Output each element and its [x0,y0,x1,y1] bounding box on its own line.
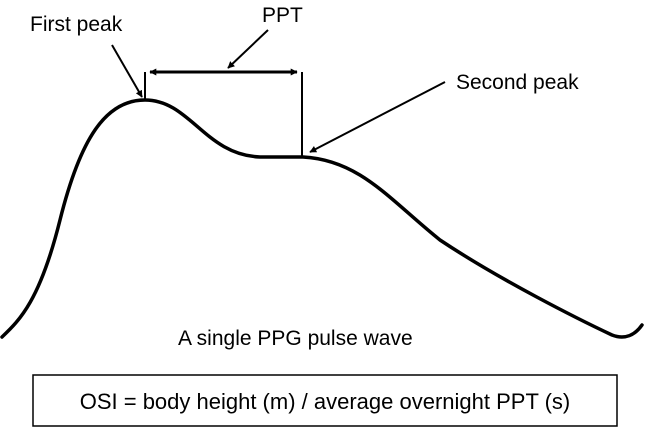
second-peak-label: Second peak [456,71,579,94]
ppg-pulse-waveform [0,98,644,339]
osi-formula-text: OSI = body height (m) / average overnigh… [80,389,571,414]
ppt-label: PPT [262,4,303,27]
ppt-pointer-arrow [227,29,269,69]
first-peak-label: First peak [30,13,123,36]
first-peak-pointer-arrow [111,44,143,98]
pulse-wave-caption: A single PPG pulse wave [178,327,413,350]
formula-box [32,374,618,427]
second-peak-pointer-arrow [309,81,446,153]
